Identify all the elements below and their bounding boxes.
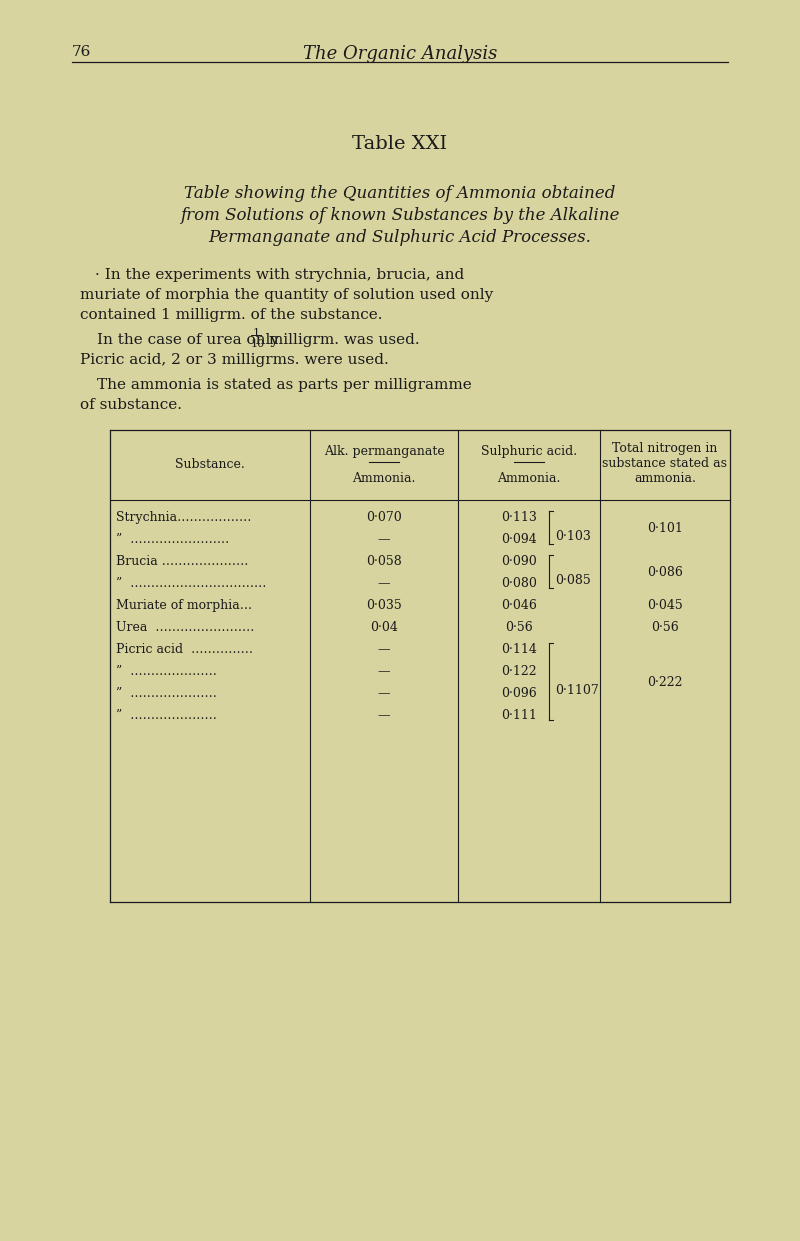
Text: ”  …………………: ” ………………… [116,709,217,722]
Text: 0·04: 0·04 [370,620,398,634]
Text: In the case of urea only: In the case of urea only [97,333,284,347]
Text: of substance.: of substance. [80,398,182,412]
Text: Substance.: Substance. [175,458,245,472]
Text: —: — [378,688,390,700]
Text: 0·045: 0·045 [647,599,683,612]
Text: —: — [378,532,390,546]
Text: Alk. permanganate: Alk. permanganate [324,446,444,458]
Text: 0·113: 0·113 [501,511,537,524]
Text: —: — [378,665,390,678]
Text: Ammonia.: Ammonia. [352,472,416,485]
Text: 0·085: 0·085 [555,575,590,587]
Text: —: — [378,709,390,722]
Text: · In the experiments with strychnia, brucia, and: · In the experiments with strychnia, bru… [95,268,464,282]
Text: 0·070: 0·070 [366,511,402,524]
Text: 0·094: 0·094 [501,532,537,546]
Text: 10: 10 [251,339,266,349]
Text: 0·058: 0·058 [366,555,402,568]
Text: milligrm. was used.: milligrm. was used. [264,333,420,347]
Text: Table XXI: Table XXI [353,135,447,153]
Text: Table showing the Quantities of Ammonia obtained: Table showing the Quantities of Ammonia … [184,185,616,202]
Text: Permanganate and Sulphuric Acid Processes.: Permanganate and Sulphuric Acid Processe… [209,230,591,246]
Text: —: — [378,643,390,656]
Text: ”  …………………: ” ………………… [116,665,217,678]
Text: ammonia.: ammonia. [634,472,696,485]
Text: 0·114: 0·114 [501,643,537,656]
Text: 0·090: 0·090 [501,555,537,568]
Text: muriate of morphia the quantity of solution used only: muriate of morphia the quantity of solut… [80,288,494,302]
Text: 0·080: 0·080 [501,577,537,589]
Text: The ammonia is stated as parts per milligramme: The ammonia is stated as parts per milli… [97,379,472,392]
Text: ”  ……………………………: ” …………………………… [116,577,266,589]
Text: Picric acid, 2 or 3 milligrms. were used.: Picric acid, 2 or 3 milligrms. were used… [80,352,389,367]
Text: 0·111: 0·111 [501,709,537,722]
Text: Total nitrogen in: Total nitrogen in [612,442,718,455]
Text: ”  …………………: ” ………………… [116,688,217,700]
Text: 0·096: 0·096 [501,688,537,700]
Text: —: — [378,577,390,589]
Text: contained 1 milligrm. of the substance.: contained 1 milligrm. of the substance. [80,308,382,321]
Text: 0·56: 0·56 [651,620,679,634]
Text: 0·56: 0·56 [505,620,533,634]
Text: 0·103: 0·103 [555,530,591,544]
Text: Brucia …………………: Brucia ………………… [116,555,248,568]
Text: 0·086: 0·086 [647,566,683,580]
Text: Sulphuric acid.: Sulphuric acid. [481,446,577,458]
Text: Ammonia.: Ammonia. [498,472,561,485]
Text: 0·046: 0·046 [501,599,537,612]
Text: Urea  ……………………: Urea …………………… [116,620,254,634]
Text: ”  ……………………: ” …………………… [116,532,230,546]
Text: 0·1107: 0·1107 [555,685,598,697]
Text: The Organic Analysis: The Organic Analysis [303,45,497,63]
Text: from Solutions of known Substances by the Alkaline: from Solutions of known Substances by th… [180,207,620,223]
Text: 0·035: 0·035 [366,599,402,612]
Text: Picric acid  ……………: Picric acid …………… [116,643,253,656]
Text: Strychnia………………: Strychnia……………… [116,511,251,524]
Text: 0·101: 0·101 [647,522,683,535]
Text: 0·122: 0·122 [501,665,537,678]
Text: 0·222: 0·222 [647,676,682,689]
Text: 1: 1 [253,328,260,338]
Text: Muriate of morphia…: Muriate of morphia… [116,599,252,612]
Text: 76: 76 [72,45,91,60]
Text: substance stated as: substance stated as [602,457,727,470]
